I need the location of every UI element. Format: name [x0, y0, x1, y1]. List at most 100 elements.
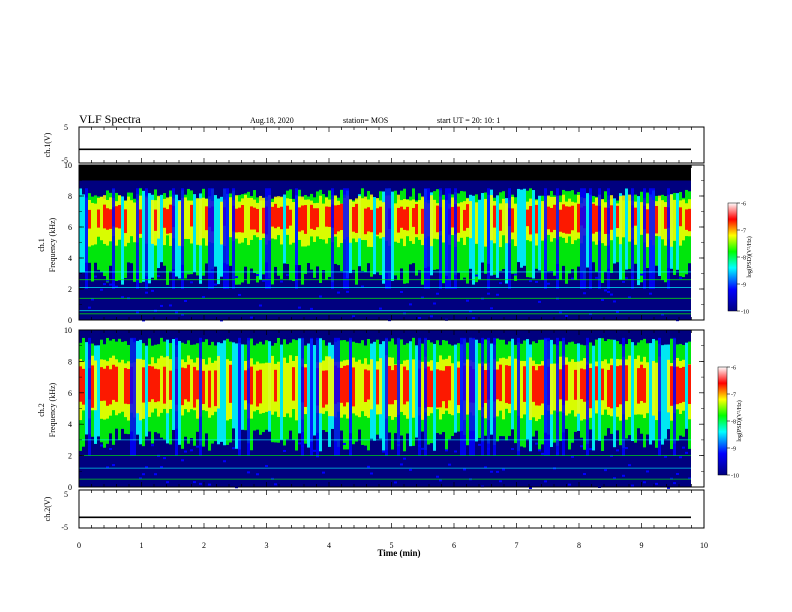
ch2-waveform-panel: 5 -5 ch.2(V): [43, 489, 705, 532]
spectrogram-cell: [205, 206, 208, 231]
spectrogram-cell: [100, 196, 103, 241]
spectrogram-cell: [322, 370, 325, 408]
spectrogram-cell: [514, 358, 517, 411]
spectrogram-cell: [622, 474, 625, 477]
spectrogram-cell: [688, 364, 691, 404]
spectrogram-cell: [238, 293, 241, 296]
spectrogram-cell: [268, 362, 271, 411]
spectrogram-cell: [262, 279, 265, 282]
spectrogram-cell: [211, 188, 214, 289]
y-tick-label: 4: [68, 420, 72, 429]
spectrogram-cell: [673, 199, 676, 241]
spectrogram-cell: [241, 205, 244, 233]
spectrogram-cell: [652, 188, 655, 289]
spectrogram-cell: [505, 365, 508, 403]
spectrogram-cell: [346, 188, 349, 289]
spectrogram-cell: [451, 363, 454, 416]
spectrogram-cell: [631, 342, 634, 442]
spectrogram-cell: [586, 337, 589, 456]
spectrogram-cell: [520, 189, 523, 268]
ch1-waveform-panel: 5 -5 ch.1(V): [43, 123, 705, 165]
spectrogram-cell: [673, 482, 676, 485]
spectrogram-cell: [592, 345, 595, 451]
spectrogram-cell: [181, 313, 184, 316]
spectrogram-cell: [568, 361, 571, 414]
spectrogram-cell: [571, 359, 574, 411]
spectrogram-cell: [580, 368, 583, 400]
spectrogram-cell: [421, 361, 424, 420]
spectrogram-cell: [409, 468, 412, 471]
spectrogram-cell: [448, 188, 451, 289]
ch1-colorbar-ticks: -6 -7 -8 -9 -10: [737, 202, 749, 316]
spectrogram-cell: [199, 198, 202, 246]
spectrogram-cell: [640, 273, 643, 276]
spectrogram-cell: [490, 307, 493, 310]
spectrogram-cell: [481, 193, 484, 263]
spectrogram-cell: [571, 455, 574, 458]
spectrogram-cell: [559, 195, 562, 280]
spectrogram-cell: [121, 359, 124, 412]
spectrogram-cell: [262, 363, 265, 413]
spectrogram-cell: [79, 366, 82, 402]
spectrogram-cell: [406, 199, 409, 284]
spectrogram-cell: [229, 364, 232, 403]
spectrogram-cell: [151, 366, 154, 400]
spectrogram-cell: [382, 202, 385, 238]
spectrogram-cell: [514, 273, 517, 276]
spectrogram-cell: [436, 205, 439, 233]
spectrogram-cell: [238, 337, 241, 456]
spectrogram-cell: [439, 479, 442, 482]
spectrogram-cell: [550, 363, 553, 415]
spectrogram-cell: [202, 370, 205, 404]
spectrogram-cell: [484, 370, 487, 403]
spectrogram-cell: [397, 337, 400, 456]
spectrogram-cell: [424, 337, 427, 456]
x-tick-label: 9: [640, 541, 644, 550]
spectrogram-cell: [640, 191, 643, 283]
spectrogram-cell: [523, 188, 526, 266]
x-tick-label: 6: [452, 541, 456, 550]
spectrogram-cell: [559, 311, 562, 314]
spectrogram-cell: [151, 289, 154, 292]
colorbar-tick-label: -10: [731, 474, 739, 480]
spectrogram-cell: [529, 486, 532, 489]
spectrogram-cell: [298, 207, 301, 232]
spectrogram-cell: [610, 205, 613, 230]
spectrogram-cell: [232, 342, 235, 429]
spectrogram-cell: [208, 483, 211, 486]
spectrogram-cell: [460, 202, 463, 238]
spectrogram-cell: [487, 188, 490, 289]
spectrogram-cell: [604, 207, 607, 234]
spectrogram-cell: [478, 199, 481, 280]
spectrogram-cell: [274, 203, 277, 229]
spectrogram-cell: [316, 455, 319, 458]
spectrogram-cell: [163, 366, 166, 404]
spectrogram-cell: [379, 206, 382, 233]
spectrogram-cell: [655, 362, 658, 421]
spectrogram-cell: [424, 188, 427, 289]
spectrogram-cell: [142, 190, 145, 282]
spectrogram-cell: [538, 195, 541, 271]
colorbar-tick-label: -10: [741, 310, 749, 316]
spectrogram-cell: [631, 484, 634, 487]
spectrogram-cell: [256, 208, 259, 233]
spectrogram-cell: [310, 307, 313, 310]
spectrogram-cell: [619, 365, 622, 405]
spectrogram-cell: [553, 204, 556, 230]
spectrogram-cell: [535, 442, 538, 445]
spectrogram-cell: [319, 295, 322, 298]
spectrogram-cell: [541, 452, 544, 455]
spectrogram-cell: [259, 304, 262, 307]
figure-title: VLF Spectra: [79, 112, 141, 126]
spectrogram-cell: [349, 199, 352, 243]
spectrogram-cell: [181, 459, 184, 462]
x-tick-label: 5: [390, 541, 394, 550]
spectrogram-cell: [340, 367, 343, 403]
spectrogram-cell: [253, 364, 256, 412]
spectrogram-cell: [397, 442, 400, 445]
spectrogram-cell: [388, 188, 391, 289]
spectrogram-cell: [532, 365, 535, 402]
spectrogram-cell: [607, 369, 610, 407]
spectrogram-cell: [247, 337, 250, 456]
spectrogram-cell: [217, 356, 220, 409]
